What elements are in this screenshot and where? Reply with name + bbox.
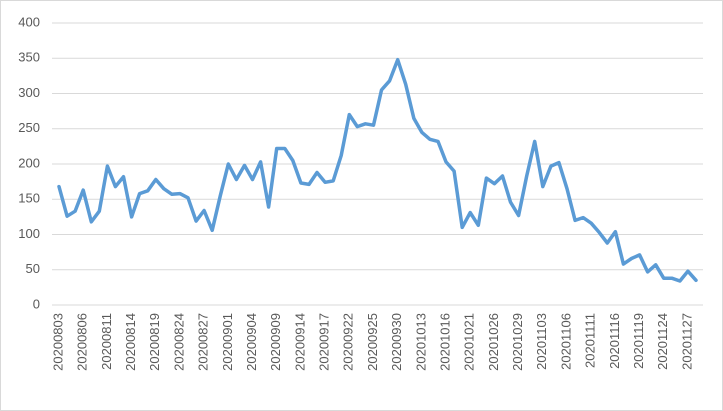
y-tick-label: 50	[26, 261, 40, 276]
x-tick-label: 20200922	[341, 313, 356, 371]
x-tick-label: 20200917	[317, 313, 332, 371]
x-tick-label: 20201026	[486, 313, 501, 371]
x-tick-label: 20200901	[220, 313, 235, 371]
x-tick-label: 20201116	[607, 313, 622, 369]
x-tick-label: 20200930	[389, 313, 404, 371]
y-tick-label: 400	[18, 14, 40, 29]
y-tick-label: 100	[18, 226, 40, 241]
x-tick-label: 20200803	[50, 313, 65, 371]
x-tick-label: 20200904	[244, 313, 259, 371]
y-tick-label: 250	[18, 120, 40, 135]
y-tick-label: 350	[18, 50, 40, 65]
x-tick-label: 20201029	[510, 313, 525, 371]
x-tick-label: 20200814	[123, 313, 138, 371]
x-tick-label: 20201111	[583, 313, 598, 368]
x-tick-label: 20200925	[365, 313, 380, 371]
x-tick-label: 20201103	[534, 313, 549, 370]
x-tick-label: 20201013	[413, 313, 428, 371]
x-tick-label: 20201127	[679, 313, 694, 370]
x-tick-label: 20200827	[196, 313, 211, 371]
x-tick-label: 20201016	[437, 313, 452, 371]
x-tick-label: 20200819	[147, 313, 162, 371]
y-tick-label: 200	[18, 155, 40, 170]
data-line	[57, 57, 698, 283]
x-tick-label: 20201021	[462, 313, 477, 371]
x-tick-label: 20201119	[631, 313, 646, 369]
x-tick-label: 20201124	[655, 313, 670, 370]
x-tick-label: 20200914	[292, 313, 307, 371]
y-tick-label: 150	[18, 191, 40, 206]
x-tick-label: 20200806	[75, 313, 90, 371]
x-tick-label: 20200824	[171, 313, 186, 371]
y-tick-label: 300	[18, 85, 40, 100]
x-tick-label: 20200909	[268, 313, 283, 371]
y-tick-label: 0	[33, 296, 40, 311]
x-tick-label: 20200811	[99, 313, 114, 370]
x-tick-label: 20201106	[558, 313, 573, 370]
